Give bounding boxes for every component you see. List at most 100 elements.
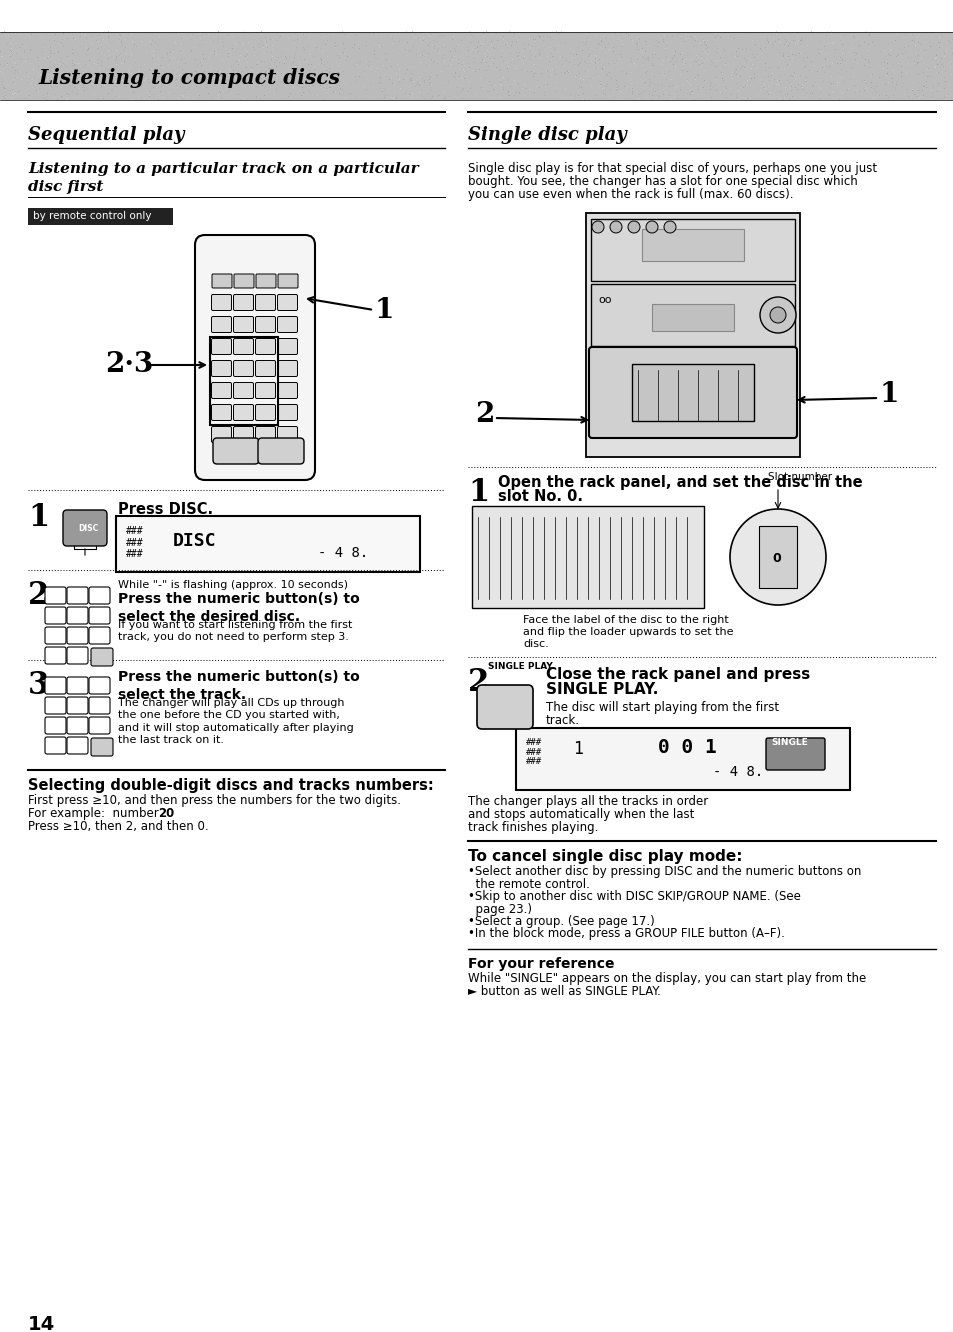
FancyBboxPatch shape	[257, 438, 304, 464]
Circle shape	[645, 221, 658, 233]
FancyBboxPatch shape	[277, 317, 297, 333]
FancyBboxPatch shape	[765, 738, 824, 770]
Text: 14: 14	[28, 1315, 55, 1332]
FancyBboxPatch shape	[233, 294, 253, 310]
FancyBboxPatch shape	[45, 647, 66, 663]
FancyBboxPatch shape	[255, 317, 275, 333]
Text: 2: 2	[468, 667, 489, 698]
FancyBboxPatch shape	[212, 405, 232, 421]
FancyBboxPatch shape	[277, 274, 297, 288]
FancyBboxPatch shape	[255, 294, 275, 310]
Text: disc.: disc.	[522, 639, 548, 649]
FancyBboxPatch shape	[233, 361, 253, 377]
Text: SINGLE PLAY.: SINGLE PLAY.	[545, 682, 658, 697]
FancyBboxPatch shape	[212, 426, 232, 442]
FancyBboxPatch shape	[45, 627, 66, 643]
Text: bought. You see, the changer has a slot for one special disc which: bought. You see, the changer has a slot …	[468, 174, 857, 188]
FancyBboxPatch shape	[67, 677, 88, 694]
FancyBboxPatch shape	[255, 405, 275, 421]
FancyBboxPatch shape	[516, 729, 849, 790]
FancyBboxPatch shape	[63, 510, 107, 546]
FancyBboxPatch shape	[212, 382, 232, 398]
FancyBboxPatch shape	[28, 208, 172, 225]
FancyBboxPatch shape	[67, 647, 88, 663]
Text: Press the numeric button(s) to
select the desired disc.: Press the numeric button(s) to select th…	[118, 591, 359, 623]
FancyBboxPatch shape	[212, 338, 232, 354]
FancyBboxPatch shape	[89, 627, 110, 643]
Text: •In the block mode, press a GROUP FILE button (A–F).: •In the block mode, press a GROUP FILE b…	[468, 927, 784, 940]
FancyBboxPatch shape	[759, 526, 796, 587]
Text: For example:  number: For example: number	[28, 807, 162, 821]
Text: While "SINGLE" appears on the display, you can start play from the: While "SINGLE" appears on the display, y…	[468, 972, 865, 984]
FancyBboxPatch shape	[255, 361, 275, 377]
FancyBboxPatch shape	[45, 717, 66, 734]
Text: For your reference: For your reference	[468, 956, 614, 971]
FancyBboxPatch shape	[67, 587, 88, 603]
Text: While "-" is flashing (approx. 10 seconds): While "-" is flashing (approx. 10 second…	[118, 579, 348, 590]
Circle shape	[592, 221, 603, 233]
Text: Close the rack panel and press: Close the rack panel and press	[545, 667, 809, 682]
Text: track finishes playing.: track finishes playing.	[468, 821, 598, 834]
Text: •Skip to another disc with DISC SKIP/GROUP NAME. (See: •Skip to another disc with DISC SKIP/GRO…	[468, 890, 800, 903]
Text: Listening to a particular track on a particular
disc first: Listening to a particular track on a par…	[28, 163, 418, 194]
Text: To cancel single disc play mode:: To cancel single disc play mode:	[468, 848, 741, 864]
FancyBboxPatch shape	[45, 587, 66, 603]
Text: DISC: DISC	[172, 531, 216, 550]
Text: Single disc play: Single disc play	[468, 127, 626, 144]
FancyBboxPatch shape	[277, 382, 297, 398]
FancyBboxPatch shape	[212, 361, 232, 377]
FancyBboxPatch shape	[277, 426, 297, 442]
Text: •Select a group. (See page 17.): •Select a group. (See page 17.)	[468, 915, 654, 928]
FancyBboxPatch shape	[212, 317, 232, 333]
FancyBboxPatch shape	[277, 361, 297, 377]
FancyBboxPatch shape	[89, 677, 110, 694]
Text: DISC: DISC	[78, 523, 98, 533]
FancyBboxPatch shape	[590, 284, 794, 346]
Text: Face the label of the disc to the right: Face the label of the disc to the right	[522, 615, 728, 625]
FancyBboxPatch shape	[116, 515, 419, 571]
Text: oo: oo	[598, 294, 611, 305]
Text: Press ≥10, then 2, and then 0.: Press ≥10, then 2, and then 0.	[28, 821, 209, 832]
Text: ► button as well as SINGLE PLAY.: ► button as well as SINGLE PLAY.	[468, 984, 660, 998]
FancyBboxPatch shape	[67, 717, 88, 734]
FancyBboxPatch shape	[89, 587, 110, 603]
FancyBboxPatch shape	[45, 737, 66, 754]
Text: and stops automatically when the last: and stops automatically when the last	[468, 809, 694, 821]
FancyBboxPatch shape	[277, 338, 297, 354]
Text: The changer plays all the tracks in order: The changer plays all the tracks in orde…	[468, 795, 707, 809]
Text: by remote control only: by remote control only	[33, 210, 152, 221]
Circle shape	[729, 509, 825, 605]
FancyBboxPatch shape	[233, 405, 253, 421]
FancyBboxPatch shape	[0, 32, 953, 100]
FancyBboxPatch shape	[212, 274, 232, 288]
Text: SINGLE: SINGLE	[770, 738, 807, 747]
Text: 1: 1	[573, 741, 582, 758]
Text: 2: 2	[28, 579, 50, 611]
Text: First press ≥10, and then press the numbers for the two digits.: First press ≥10, and then press the numb…	[28, 794, 400, 807]
Text: 3: 3	[28, 670, 50, 701]
FancyBboxPatch shape	[233, 382, 253, 398]
Text: Slot number: Slot number	[767, 472, 831, 482]
FancyBboxPatch shape	[255, 338, 275, 354]
FancyBboxPatch shape	[194, 234, 314, 480]
Text: slot No. 0.: slot No. 0.	[497, 489, 582, 503]
Text: 2: 2	[475, 401, 494, 429]
Circle shape	[769, 306, 785, 322]
Text: - 4 8.: - 4 8.	[712, 765, 762, 779]
Text: Single disc play is for that special disc of yours, perhaps one you just: Single disc play is for that special dis…	[468, 163, 876, 174]
Text: ###
###
###: ### ### ###	[126, 526, 144, 559]
FancyBboxPatch shape	[89, 697, 110, 714]
FancyBboxPatch shape	[651, 304, 733, 330]
Text: The changer will play all CDs up through
the one before the CD you started with,: The changer will play all CDs up through…	[118, 698, 354, 745]
Text: •Select another disc by pressing DISC and the numeric buttons on: •Select another disc by pressing DISC an…	[468, 864, 861, 878]
FancyBboxPatch shape	[255, 274, 275, 288]
Text: - 4 8.: - 4 8.	[317, 546, 368, 559]
FancyBboxPatch shape	[585, 213, 800, 457]
FancyBboxPatch shape	[233, 317, 253, 333]
Text: ###
###
###: ### ### ###	[525, 738, 541, 766]
FancyBboxPatch shape	[45, 677, 66, 694]
FancyBboxPatch shape	[255, 382, 275, 398]
Text: Open the rack panel, and set the disc in the: Open the rack panel, and set the disc in…	[497, 476, 862, 490]
Text: 0 0 1: 0 0 1	[658, 738, 716, 757]
FancyBboxPatch shape	[233, 338, 253, 354]
